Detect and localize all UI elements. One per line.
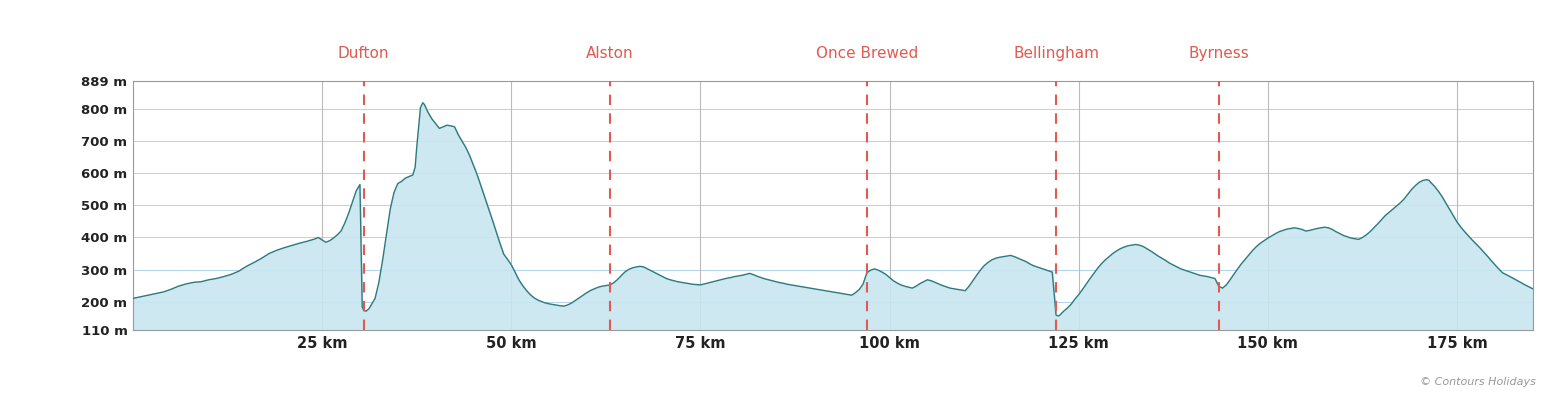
Text: Bellingham: Bellingham — [1013, 46, 1099, 60]
Text: Dufton: Dufton — [338, 46, 389, 60]
Text: © Contours Holidays: © Contours Holidays — [1420, 377, 1536, 387]
Text: Byrness: Byrness — [1189, 46, 1250, 60]
Text: Alston: Alston — [586, 46, 633, 60]
Text: Once Brewed: Once Brewed — [816, 46, 918, 60]
